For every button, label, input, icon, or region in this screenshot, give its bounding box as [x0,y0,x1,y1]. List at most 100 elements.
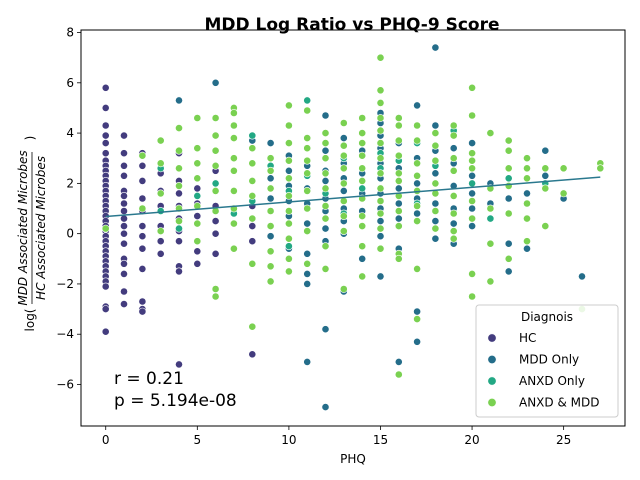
data-point [175,360,183,369]
y-tick-label: 0 [66,227,74,241]
data-point [120,259,128,268]
data-point [358,212,367,220]
data-point [193,159,202,168]
data-point [303,227,312,235]
legend-marker [487,354,497,364]
data-point [284,139,293,147]
data-point [376,209,385,218]
data-point [193,237,202,246]
data-point [504,209,513,218]
data-point [101,327,110,336]
data-point [339,212,348,220]
data-point [504,136,513,145]
data-point [120,214,128,223]
legend-title: Diagnois [521,310,573,324]
data-point [101,131,110,140]
data-point [468,179,476,188]
data-point [120,287,128,296]
data-point [321,176,330,185]
data-point [376,86,385,95]
y-axis-label-prefix: log( [23,309,37,332]
data-point [413,179,421,188]
series-anxd-and-mdd [101,53,605,379]
y-tick-label: 2 [66,176,74,190]
y-axis-label-denominator: HC Associated Microbes [34,156,48,300]
data-point [101,121,110,130]
data-point [504,164,513,173]
x-tick-label: 0 [102,433,110,447]
data-point [449,227,458,235]
data-point [266,166,275,175]
data-point [229,109,238,117]
data-point [321,202,330,210]
data-point [303,219,312,228]
data-point [413,202,421,210]
data-point [284,191,293,200]
legend: Diagnois HC MDD Only ANXD Only ANXD & MDD [475,304,619,418]
data-point [248,214,257,223]
data-point [211,229,220,238]
data-point [248,350,257,359]
y-tick-label: −6 [56,378,74,392]
data-point [468,171,476,180]
data-point [339,285,348,293]
data-point [468,214,476,223]
data-point [468,204,476,213]
legend-box [475,304,619,418]
data-point [339,119,348,127]
y-tick-label: 6 [66,76,74,90]
data-point [468,189,476,198]
data-point [541,146,550,155]
data-point [156,237,165,246]
data-point [193,212,202,220]
data-point [486,129,495,137]
data-point [449,121,458,130]
x-tick-label: 15 [373,433,388,447]
legend-entry-hc: HC [487,331,536,345]
data-point [541,222,550,230]
data-point [468,222,476,230]
data-point [376,232,385,241]
data-point [449,191,458,200]
data-point [284,174,293,183]
data-point [284,166,293,175]
data-point [413,136,421,145]
data-point [138,307,147,316]
data-point [284,254,293,263]
regression-line [105,176,601,218]
data-point [523,199,531,208]
data-point [229,186,238,195]
data-point [303,134,312,142]
data-point [266,174,275,183]
data-point [376,126,385,135]
data-point [468,139,476,147]
y-tick-label: 4 [66,126,74,140]
data-point [211,78,220,87]
data-point [138,232,147,241]
data-point [284,156,293,165]
data-point [284,101,293,110]
data-point [413,121,421,130]
data-point [211,217,220,225]
data-point [303,156,312,165]
data-point [138,161,147,170]
data-point [284,121,293,130]
data-point [321,224,330,233]
data-point [284,267,293,276]
data-point [431,234,440,243]
data-point [303,96,312,105]
data-point [358,254,367,263]
data-point [358,164,367,173]
data-point [229,166,238,175]
data-point [211,186,220,195]
data-point [413,159,421,168]
data-point [193,144,202,153]
data-point [120,269,128,278]
data-point [229,134,238,142]
data-point [193,259,202,268]
data-point [523,214,531,223]
data-point [321,264,330,273]
data-point [376,114,385,122]
data-point [376,224,385,233]
data-point [559,189,568,198]
